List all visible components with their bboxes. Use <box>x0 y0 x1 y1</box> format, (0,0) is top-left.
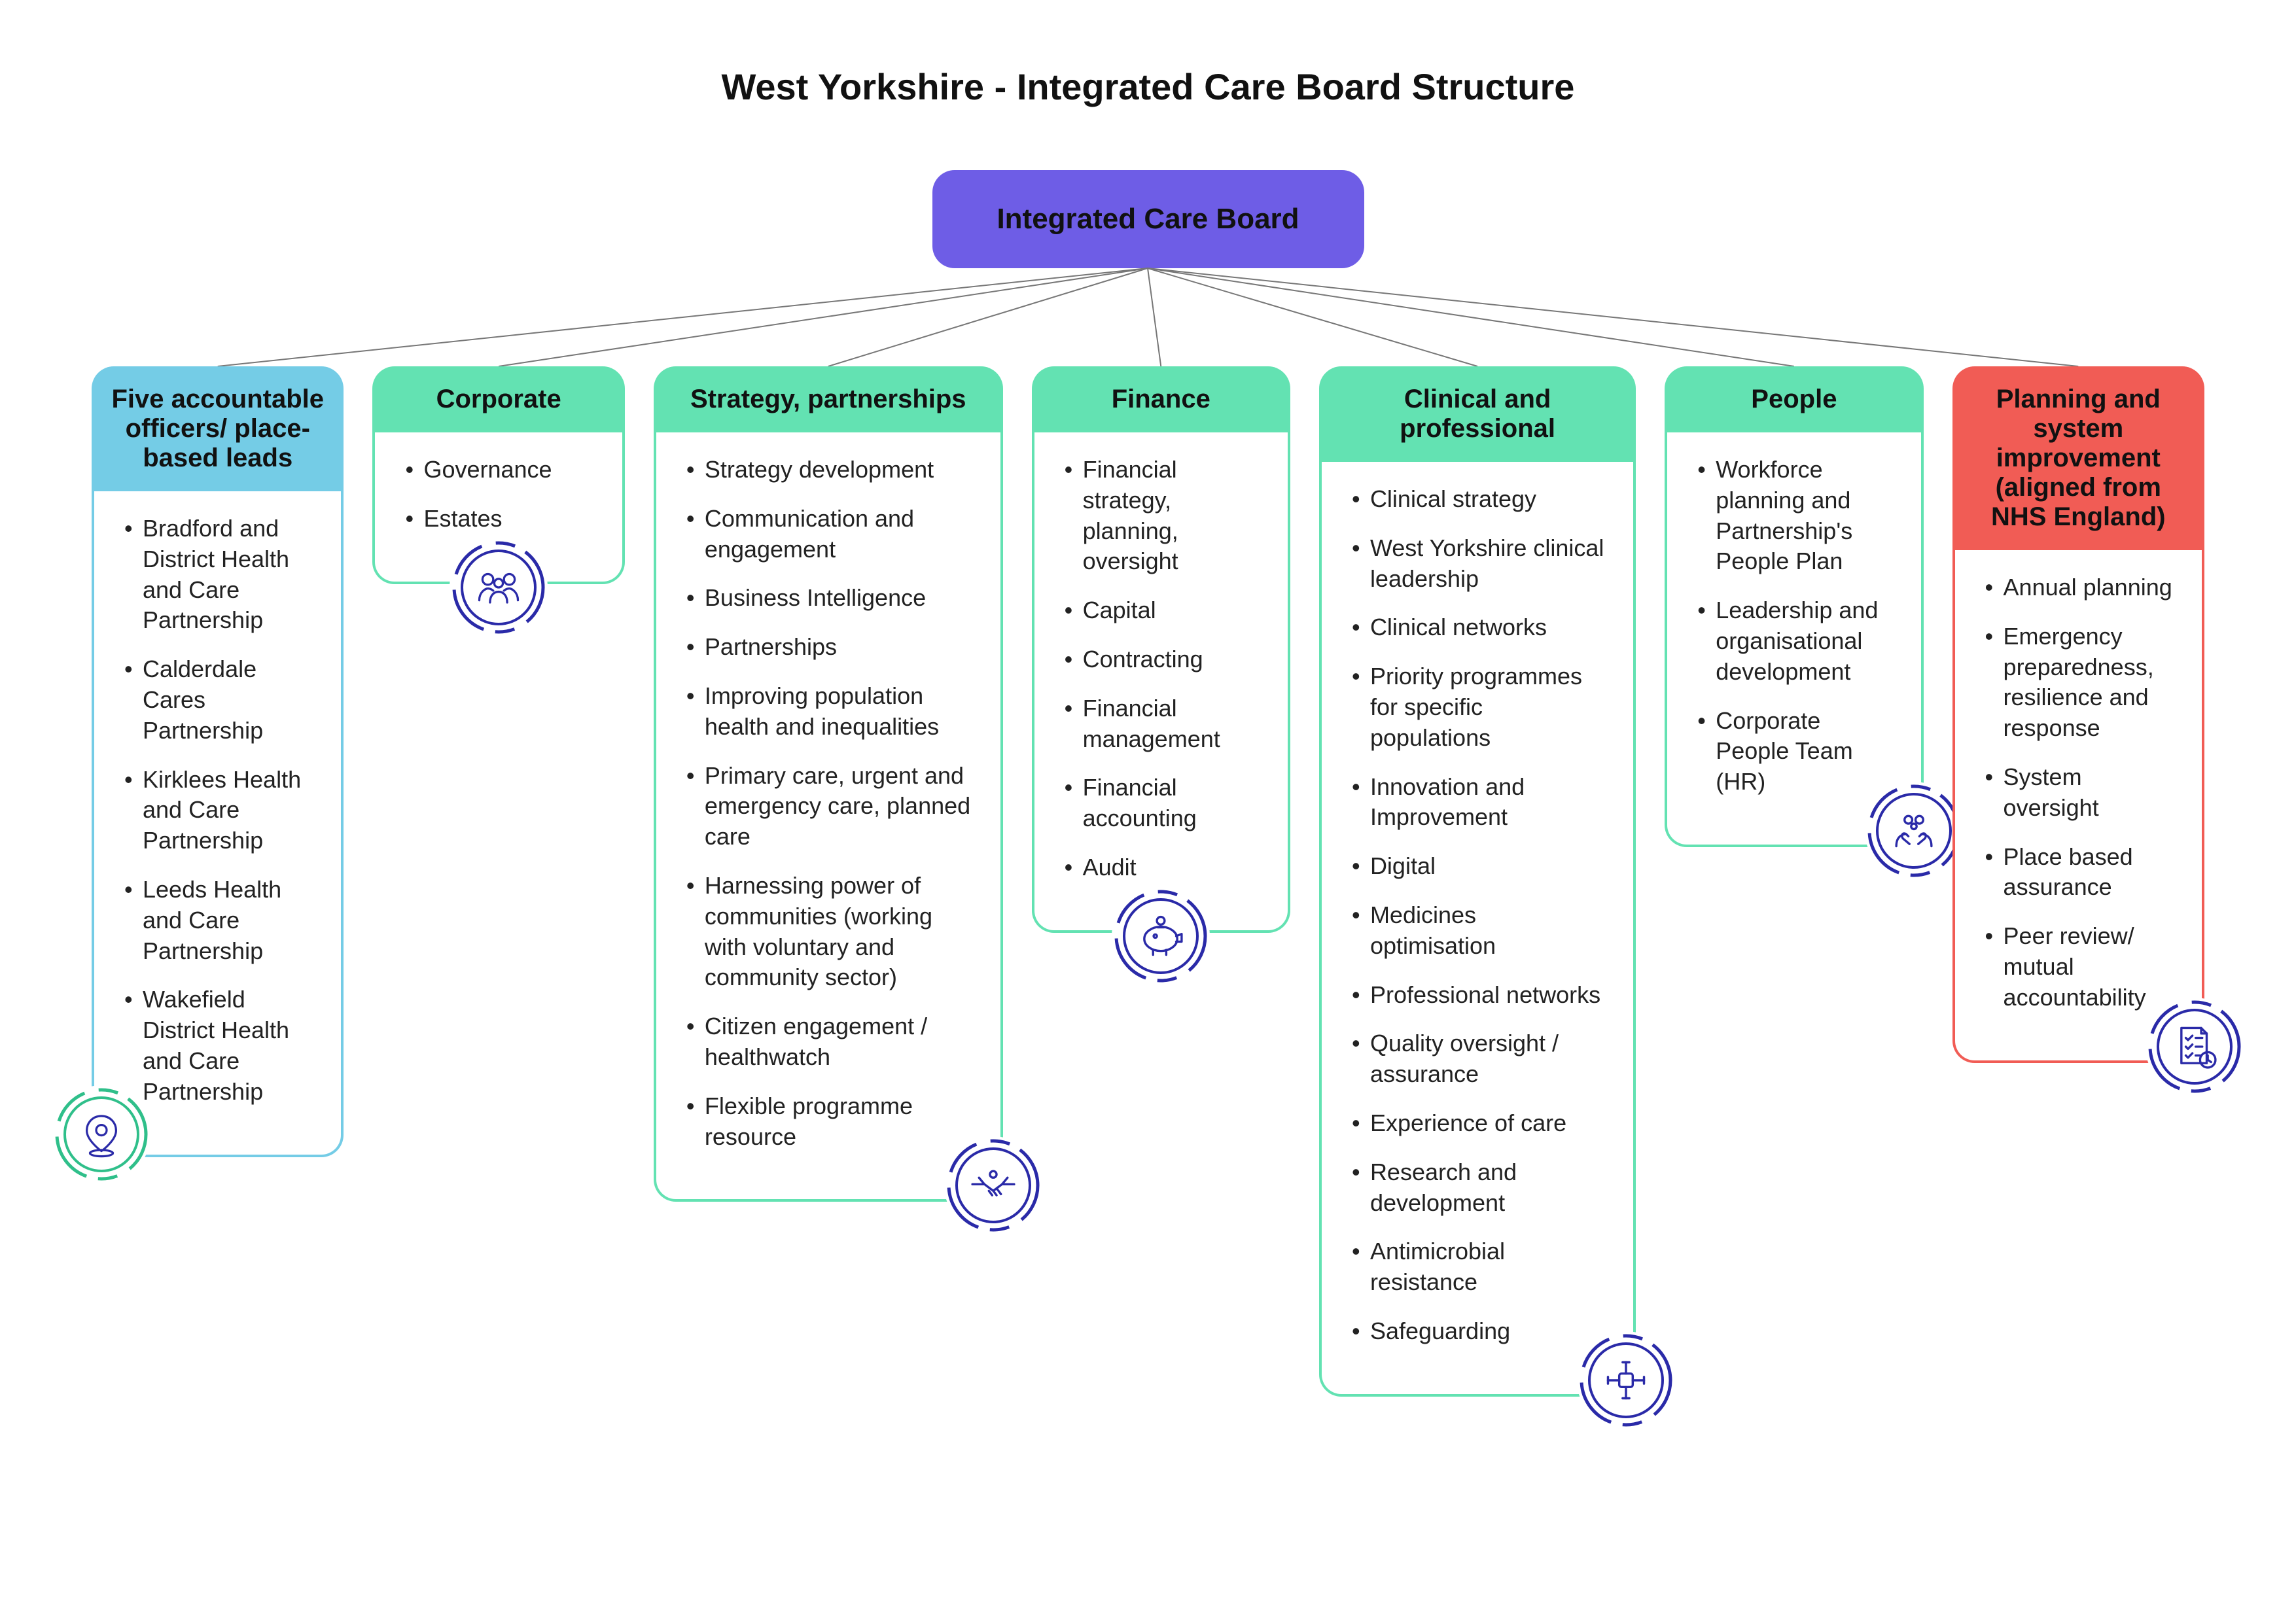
list-item: Emergency preparedness, resilience and r… <box>1981 621 2176 744</box>
card-strategy: Strategy, partnerships Strategy developme… <box>654 366 1003 1202</box>
list-item: West Yorkshire clinical leadership <box>1348 533 1607 595</box>
list-item: Calderdale Cares Partnership <box>120 654 315 746</box>
root-label: Integrated Care Board <box>997 203 1299 236</box>
list-item: Financial accounting <box>1061 773 1262 834</box>
list-item: Antimicrobial resistance <box>1348 1236 1607 1298</box>
card-planning: Planning and system improvement (aligned… <box>1952 366 2204 1063</box>
list-item: Capital <box>1061 595 1262 626</box>
hands-together-icon <box>1577 1331 1675 1429</box>
list-item: System oversight <box>1981 762 2176 824</box>
list-item: Research and development <box>1348 1157 1607 1219</box>
list-item: Harnessing power of communities (working… <box>682 871 974 993</box>
list-item: Financial management <box>1061 693 1262 755</box>
list-item: Flexible programme resource <box>682 1091 974 1153</box>
card-head: People <box>1665 366 1923 432</box>
list-item: Medicines optimisation <box>1348 900 1607 962</box>
people-group-icon <box>450 538 548 637</box>
list-item: Audit <box>1061 852 1262 883</box>
card-head: Planning and system improvement (aligned… <box>1952 366 2204 550</box>
card-title: Clinical and professional <box>1339 385 1616 444</box>
list-item: Bradford and District Health and Care Pa… <box>120 514 315 636</box>
card-clinical: Clinical and professional Clinical strate… <box>1319 366 1636 1397</box>
list-item: Safeguarding <box>1348 1316 1607 1347</box>
card-title: Strategy, partnerships <box>690 385 966 414</box>
list-item: Governance <box>401 455 595 485</box>
card-finance: Finance Financial strategy, planning, ove… <box>1032 366 1290 933</box>
list-item: Innovation and Improvement <box>1348 772 1607 833</box>
list-item: Leadership and organisational developmen… <box>1693 595 1894 687</box>
list-item: Strategy development <box>682 455 974 485</box>
list-item: Financial strategy, planning, oversight <box>1061 455 1262 577</box>
card-body: Clinical strategy West Yorkshire clinical… <box>1319 462 1636 1397</box>
card-head: Corporate <box>372 366 624 432</box>
list-item: Primary care, urgent and emergency care,… <box>682 761 974 852</box>
card-title: Planning and system improvement (aligned… <box>1972 385 2185 532</box>
list-item: Professional networks <box>1348 980 1607 1011</box>
list-item: Leeds Health and Care Partnership <box>120 875 315 966</box>
list-item: Digital <box>1348 851 1607 882</box>
list-item: Place based assurance <box>1981 842 2176 903</box>
card-corporate: Corporate Governance Estates <box>372 366 624 584</box>
list-item: Kirklees Health and Care Partnership <box>120 765 315 856</box>
card-title: People <box>1751 385 1837 414</box>
list-item: Annual planning <box>1981 572 2176 603</box>
list-item: Citizen engagement / healthwatch <box>682 1011 974 1073</box>
list-item: Priority programmes for specific populat… <box>1348 661 1607 753</box>
list-item: Business Intelligence <box>682 583 974 614</box>
card-title: Corporate <box>436 385 561 414</box>
checklist-clock-icon <box>2146 998 2244 1096</box>
card-placebased: Five accountable officers/ place-based l… <box>92 366 344 1157</box>
card-body: Strategy development Communication and en… <box>654 432 1003 1202</box>
list-item: Improving population health and inequali… <box>682 681 974 742</box>
card-head: Clinical and professional <box>1319 366 1636 462</box>
list-item: Clinical networks <box>1348 612 1607 643</box>
caring-hands-icon <box>1865 782 1963 880</box>
card-body: Bradford and District Health and Care Pa… <box>92 491 344 1157</box>
root-node: Integrated Care Board <box>932 170 1364 268</box>
columns-container: Five accountable officers/ place-based l… <box>92 366 2204 1397</box>
piggy-bank-icon <box>1112 887 1210 985</box>
list-item: Communication and engagement <box>682 504 974 565</box>
list-item: Clinical strategy <box>1348 484 1607 515</box>
card-head: Finance <box>1032 366 1290 432</box>
card-head: Five accountable officers/ place-based l… <box>92 366 344 491</box>
card-title: Finance <box>1112 385 1210 414</box>
list-item: Partnerships <box>682 632 974 663</box>
card-people: People Workforce planning and Partnership… <box>1665 366 1923 847</box>
list-item: Experience of care <box>1348 1108 1607 1139</box>
list-item: Quality oversight / assurance <box>1348 1028 1607 1090</box>
card-title: Five accountable officers/ place-based l… <box>111 385 324 473</box>
card-body: Annual planning Emergency preparedness, r… <box>1952 550 2204 1063</box>
list-item: Workforce planning and Partnership's Peo… <box>1693 455 1894 577</box>
page-title: West Yorkshire - Integrated Care Board S… <box>0 65 2296 108</box>
location-pin-icon <box>52 1085 150 1183</box>
handshake-icon <box>944 1136 1042 1234</box>
list-item: Contracting <box>1061 644 1262 675</box>
card-body: Financial strategy, planning, oversight C… <box>1032 432 1290 933</box>
list-item: Estates <box>401 504 595 534</box>
card-head: Strategy, partnerships <box>654 366 1003 432</box>
